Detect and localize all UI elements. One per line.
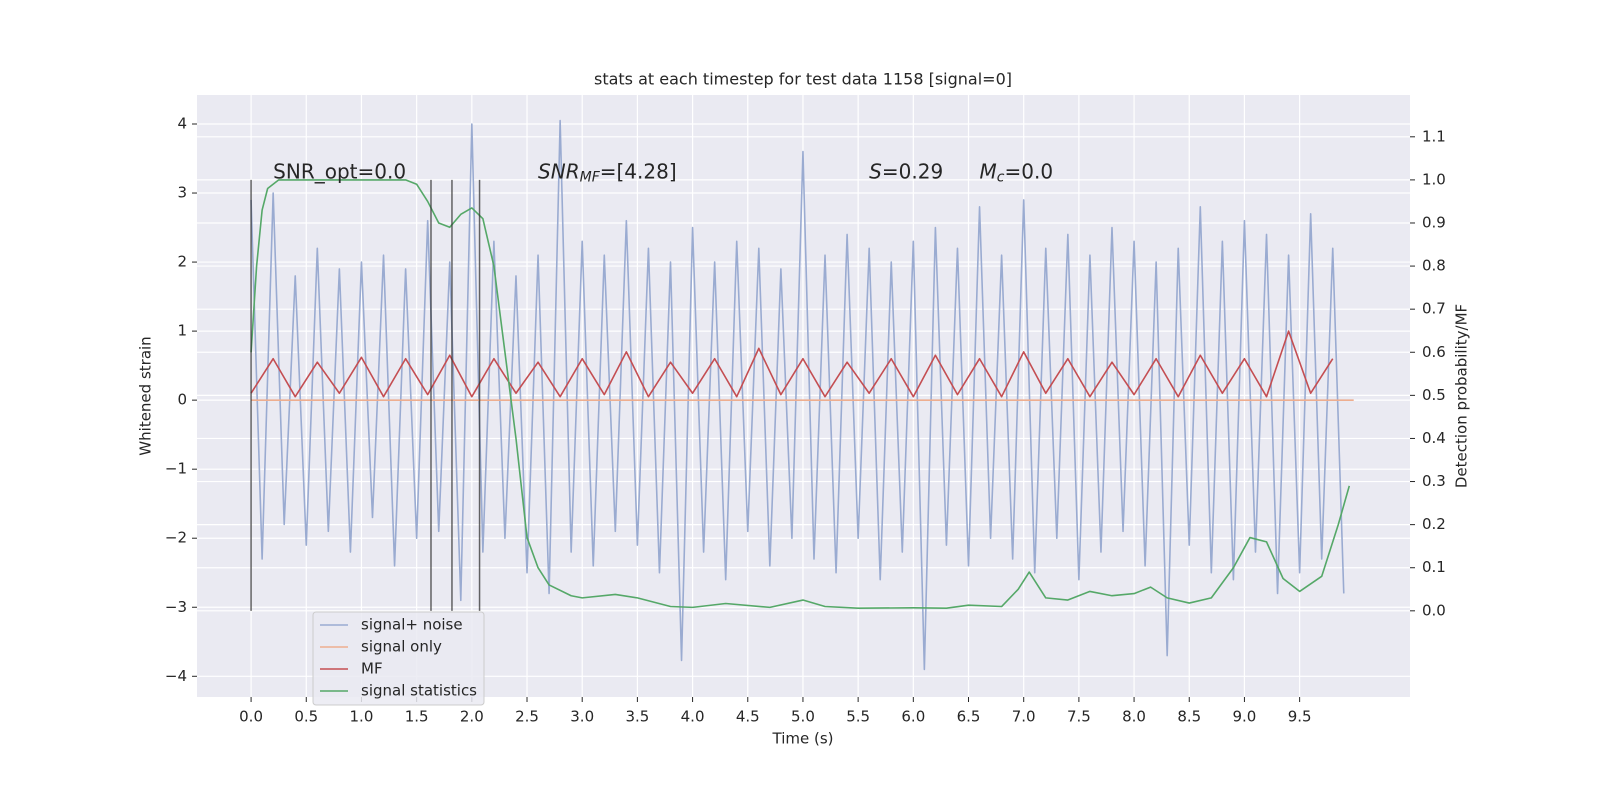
annotation: Mc=0.0 — [980, 159, 1054, 186]
y2-tick-label: 0.3 — [1422, 472, 1446, 490]
x-tick-label: 4.0 — [681, 708, 705, 726]
y-tick-label: −2 — [165, 529, 187, 547]
annotation-part: MF — [580, 169, 601, 185]
series-line — [250, 119, 1345, 671]
x-tick-label: 0.5 — [294, 708, 318, 726]
overlay: SNR_opt=0.0 SNRMF=[4.28] S=0.29 Mc=0.0signa… — [250, 159, 1054, 706]
legend-label: MF — [361, 660, 383, 678]
annotation: S=0.29 — [869, 159, 943, 183]
y-tick-label: −3 — [165, 598, 187, 616]
x-tick-label: 3.0 — [570, 708, 594, 726]
annotation-part: c — [997, 169, 1005, 185]
y2-tick-label: 0.5 — [1422, 386, 1446, 404]
x-tick-label: 9.0 — [1233, 708, 1257, 726]
y-tick-label: −1 — [165, 460, 187, 478]
annotation-part: SNR_opt=0.0 — [273, 159, 406, 183]
grid — [192, 95, 1415, 702]
annotation-part: =[4.28] — [600, 159, 677, 183]
marks — [250, 119, 1354, 671]
x-tick-label: 7.0 — [1012, 708, 1036, 726]
annotation-part: M — [980, 159, 997, 183]
x-tick-label: 1.5 — [405, 708, 429, 726]
legend-label: signal statistics — [361, 682, 477, 700]
x-tick-label: 6.0 — [901, 708, 925, 726]
x-tick-label: 0.0 — [239, 708, 263, 726]
x-tick-label: 5.5 — [846, 708, 870, 726]
annotation: SNR_opt=0.0 — [273, 159, 406, 183]
y2-tick-label: 1.0 — [1422, 170, 1446, 188]
x-tick-label: 3.5 — [625, 708, 649, 726]
x-tick-label: 4.5 — [736, 708, 760, 726]
x-tick-label: 8.0 — [1122, 708, 1146, 726]
y2-tick-label: 0.2 — [1422, 515, 1446, 533]
series-line — [250, 179, 1351, 610]
annotation: SNRMF=[4.28] — [538, 159, 677, 186]
x-tick-label: 9.5 — [1288, 708, 1312, 726]
y-tick-label: 2 — [177, 253, 187, 271]
y2-tick-label: 0.0 — [1422, 601, 1446, 619]
x-tick-label: 8.5 — [1177, 708, 1201, 726]
y2-tick-label: 0.8 — [1422, 257, 1446, 275]
x-tick-label: 1.0 — [350, 708, 374, 726]
y2-axis-label: Detection probability/MF — [1453, 304, 1471, 488]
y-axis-label: Whitened strain — [137, 336, 155, 455]
y-tick-label: −4 — [165, 667, 187, 685]
annotation-part: S — [869, 159, 882, 183]
y2-tick-label: 0.7 — [1422, 300, 1446, 318]
chart-title: stats at each timestep for test data 115… — [594, 70, 1012, 89]
y-tick-label: 3 — [177, 184, 187, 202]
annotation-part: =0.0 — [1005, 159, 1054, 183]
x-axis-label: Time (s) — [772, 730, 834, 748]
y2-tick-label: 0.6 — [1422, 343, 1446, 361]
y2-tick-label: 0.9 — [1422, 213, 1446, 231]
y-tick-label: 0 — [177, 391, 187, 409]
y2-tick-label: 0.4 — [1422, 429, 1446, 447]
legend-label: signal+ noise — [361, 616, 463, 634]
y2-tick-label: 0.1 — [1422, 558, 1446, 576]
x-tick-label: 6.5 — [957, 708, 981, 726]
annotation-part: =0.29 — [882, 159, 943, 183]
y-tick-label: 1 — [177, 322, 187, 340]
x-tick-label: 5.0 — [791, 708, 815, 726]
annotation-part: SNR — [538, 159, 580, 183]
x-tick-label: 2.0 — [460, 708, 484, 726]
x-tick-label: 2.5 — [515, 708, 539, 726]
legend-box — [312, 611, 485, 706]
legend-label: signal only — [361, 638, 442, 656]
y-tick-label: 4 — [177, 114, 187, 132]
y2-tick-label: 1.1 — [1422, 127, 1446, 145]
x-tick-label: 7.5 — [1067, 708, 1091, 726]
